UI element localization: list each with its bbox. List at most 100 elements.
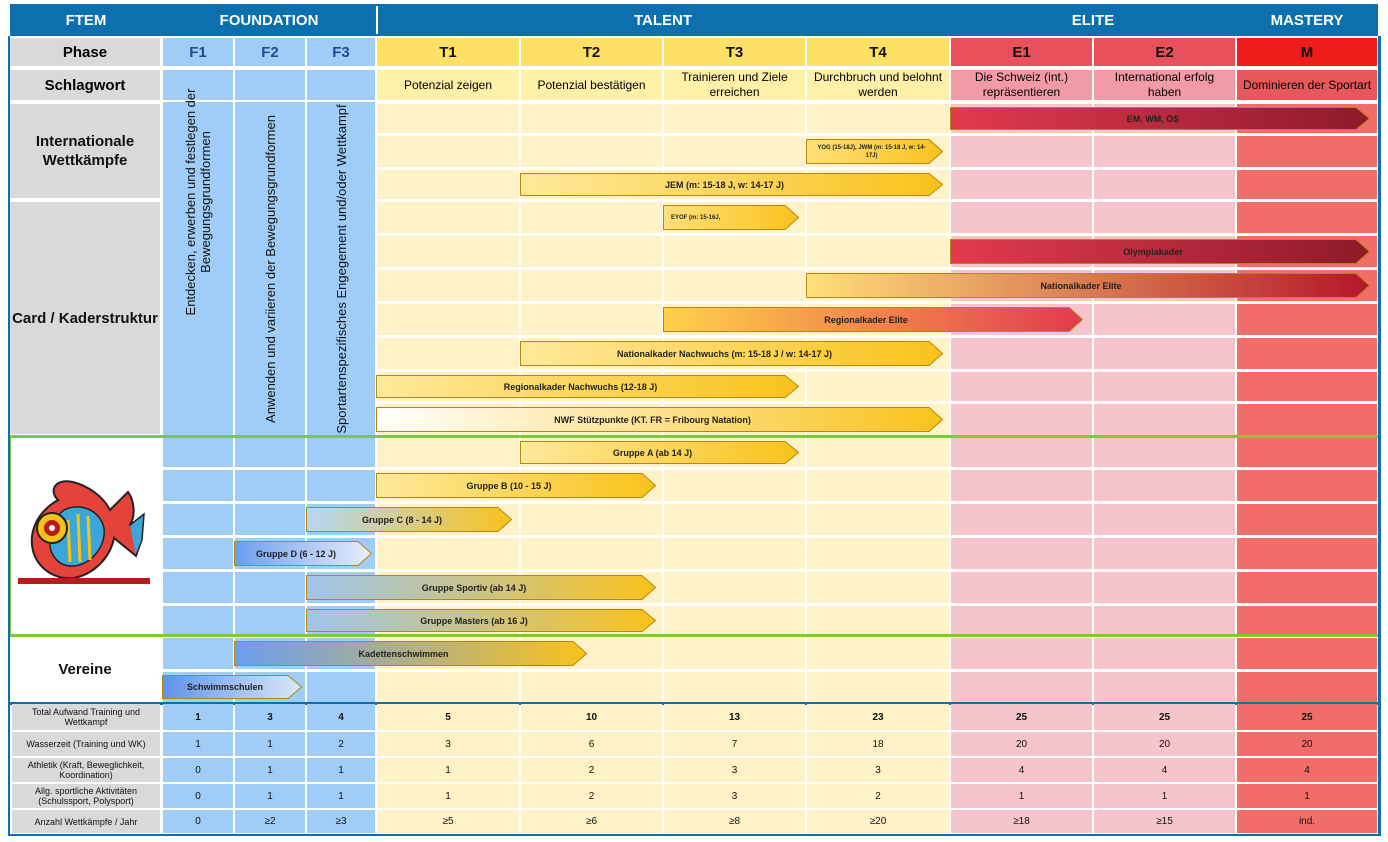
arrow-shape-2 [520, 173, 943, 196]
left-border [8, 36, 10, 836]
grid-cell [1094, 470, 1235, 501]
grid-cell [664, 104, 805, 133]
grid-cell [951, 538, 1092, 569]
bottom-value: 7 [664, 732, 805, 756]
vertical-text-f2: Anwenden und variieren der Bewegungsgrun… [262, 115, 278, 423]
grid-cell [1094, 438, 1235, 467]
grid-cell [1237, 606, 1377, 635]
grid-cell [521, 672, 662, 702]
arrow-shape-7 [520, 341, 943, 366]
arrow-label-12: Gruppe C (8 - 14 J) [361, 514, 442, 525]
grid-cell [307, 470, 375, 501]
grid-cell [1237, 504, 1377, 535]
grid-cell [1094, 304, 1235, 335]
arrow-8: Regionalkader Nachwuchs (12-18 J) [376, 375, 799, 398]
arrow-shape-11 [376, 473, 656, 498]
grid-cell [377, 538, 519, 569]
bottom-value: 5 [377, 704, 519, 730]
bottom-value: 25 [1237, 704, 1377, 730]
grid-cell [163, 504, 233, 535]
arrow-11: Gruppe B (10 - 15 J) [376, 473, 656, 498]
bottom-value: 1 [307, 784, 375, 808]
grid-cell [951, 504, 1092, 535]
grid-cell [664, 638, 805, 669]
grid-cell [163, 438, 233, 467]
grid-cell [1237, 136, 1377, 167]
arrow-shape-10 [520, 441, 799, 464]
grid-cell [664, 606, 805, 635]
grid-cell [235, 572, 305, 603]
bottom-value: 1 [377, 758, 519, 782]
grid-cell [377, 270, 519, 301]
arrow-0: EM, WM, OS [950, 107, 1370, 130]
phase-t4: T4 [807, 38, 949, 66]
arrow-4: Olympiakader [950, 239, 1370, 264]
grid-cell [807, 236, 949, 267]
arrow-shape-12 [306, 507, 512, 532]
schlagwort-cell-2 [235, 70, 305, 100]
grid-cell [1237, 202, 1377, 233]
arrow-3: EYOF (m: 15-16J, [663, 205, 799, 230]
header-elite: ELITE [950, 4, 1236, 36]
arrow-shape-3 [663, 205, 799, 230]
grid-cell [377, 104, 519, 133]
arrow-shape-9 [376, 407, 943, 432]
grid-cell [951, 170, 1092, 199]
grid-cell [807, 104, 949, 133]
bottom-value: 4 [1237, 758, 1377, 782]
bottom-value: ≥5 [377, 810, 519, 833]
arrow-shape-16 [234, 641, 587, 666]
grid-cell [1094, 202, 1235, 233]
arrow-shape-14 [306, 575, 656, 600]
grid-cell [307, 438, 375, 467]
grid-cell [664, 538, 805, 569]
grid-cell [1094, 170, 1235, 199]
grid-cell [1237, 572, 1377, 603]
header-mastery: MASTERY [1236, 4, 1378, 36]
grid-cell [951, 638, 1092, 669]
arrow-13: Gruppe D (6 - 12 J) [234, 541, 372, 566]
bottom-value: 1 [235, 732, 305, 756]
grid-cell [807, 538, 949, 569]
grid-cell [163, 606, 233, 635]
bottom-value: 3 [664, 784, 805, 808]
grid-cell [664, 572, 805, 603]
schlagwort-cell-3 [307, 70, 375, 100]
grid-cell [1094, 672, 1235, 702]
grid-cell [807, 504, 949, 535]
arrow-shape-4 [950, 239, 1370, 264]
bottom-label-2: Athletik (Kraft, Beweglichkeit, Koordina… [12, 758, 160, 782]
bottom-label-1: Wasserzeit (Training und WK) [12, 732, 160, 756]
grid-cell [951, 202, 1092, 233]
grid-cell [521, 104, 662, 133]
grid-cell [951, 438, 1092, 467]
foundation-column-3 [307, 102, 375, 434]
bottom-value: 2 [807, 784, 949, 808]
arrow-label-2: JEM (m: 15-18 J, w: 14-17 J) [664, 179, 785, 190]
foundation-column-1 [163, 102, 233, 434]
grid-cell [807, 606, 949, 635]
grid-cell [1094, 404, 1235, 435]
grid-cell [521, 304, 662, 335]
grid-cell [1237, 170, 1377, 199]
schlagwort-5: International erfolg haben [1094, 70, 1235, 100]
grid-cell [951, 372, 1092, 401]
arrow-label-17: Schwimmschulen [186, 682, 264, 692]
arrow-label-14: Gruppe Sportiv (ab 14 J) [421, 582, 527, 593]
grid-cell [1094, 372, 1235, 401]
grid-cell [664, 470, 805, 501]
bottom-value: 0 [163, 810, 233, 833]
bottom-value: ≥3 [307, 810, 375, 833]
grid-cell [163, 470, 233, 501]
row-label-international: Internationale Wettkämpfe [10, 104, 160, 198]
row-label-phase: Phase [10, 38, 160, 66]
grid-cell [163, 572, 233, 603]
grid-cell [377, 304, 519, 335]
arrow-label-11: Gruppe B (10 - 15 J) [466, 480, 552, 491]
grid-cell [377, 672, 519, 702]
bottom-value: 1 [163, 704, 233, 730]
arrow-10: Gruppe A (ab 14 J) [520, 441, 799, 464]
arrow-shape-0 [950, 107, 1370, 130]
schlagwort-cell-1 [163, 70, 233, 100]
